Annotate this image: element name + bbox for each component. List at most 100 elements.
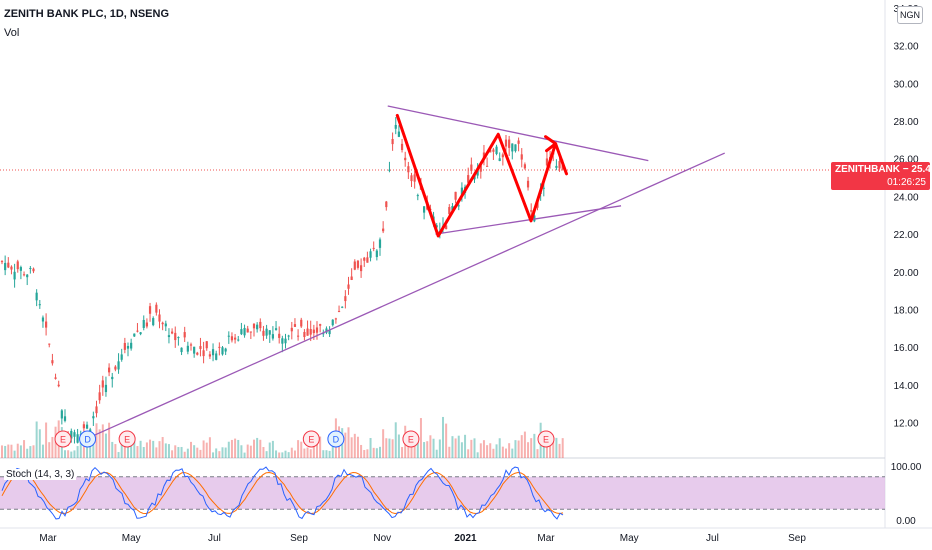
candle-body	[189, 344, 193, 346]
stoch-label[interactable]: Stoch (14, 3, 3)	[4, 469, 77, 480]
volume-bar	[186, 448, 189, 458]
candle-body	[482, 152, 486, 159]
candle-body	[130, 342, 133, 349]
trend-line	[80, 152, 725, 442]
volume-bar	[391, 439, 394, 458]
volume-bar	[64, 450, 66, 458]
candle-body	[511, 143, 514, 152]
candle-body	[328, 330, 331, 335]
volume-bar	[479, 443, 482, 458]
trend-lines	[80, 105, 725, 442]
volume-bar	[375, 448, 378, 458]
candle-body	[312, 329, 315, 334]
candle-body	[123, 342, 126, 350]
candle-body	[397, 131, 400, 137]
candle-body	[501, 154, 504, 158]
candle-body	[319, 324, 322, 326]
volume-bar	[545, 437, 548, 458]
candle-body	[10, 266, 13, 270]
candle-body	[243, 327, 246, 336]
event-marker-label: E	[124, 435, 130, 445]
candle-body	[278, 333, 281, 338]
candle-body	[82, 424, 85, 429]
candle-body	[85, 424, 89, 429]
candle-body	[388, 169, 391, 171]
candle-body	[98, 392, 101, 401]
volume-bar	[208, 437, 211, 458]
volume-bar	[309, 449, 312, 458]
volume-bar	[442, 416, 444, 458]
candle-body	[35, 292, 38, 301]
volume-bar	[48, 442, 51, 458]
volume-bar	[353, 433, 356, 458]
price-tick-label: 18.00	[893, 305, 918, 316]
candle-body	[508, 139, 511, 148]
volume-bar	[369, 438, 372, 458]
candle-body	[126, 345, 130, 349]
volume-bar	[73, 450, 76, 458]
candle-body	[530, 210, 533, 212]
candle-body	[38, 304, 41, 306]
time-tick-label: May	[620, 533, 639, 544]
volume-bar	[259, 439, 262, 458]
candle-body	[514, 144, 517, 152]
candle-body	[470, 164, 473, 171]
volume-label: Vol	[4, 27, 20, 39]
volume-bar	[514, 440, 517, 458]
volume-bar	[300, 441, 303, 458]
volume-bar	[127, 443, 129, 458]
volume-bar	[523, 431, 526, 458]
volume-bar	[297, 440, 300, 458]
volume-bar	[457, 435, 460, 458]
price-tick-label: 16.00	[893, 343, 918, 354]
candle-body	[193, 346, 196, 354]
event-marker-label: E	[308, 435, 314, 445]
volume-bar	[517, 440, 520, 458]
volume-bar	[432, 438, 435, 458]
volume-bar	[271, 440, 274, 458]
volume-bar	[202, 440, 205, 458]
volume-bar	[95, 423, 98, 458]
volume-bar	[473, 438, 476, 458]
price-tick-label: 20.00	[893, 268, 918, 279]
candle-body	[356, 260, 360, 268]
volume-bar	[492, 448, 495, 458]
stochastic-pane: 0.00 100.00	[0, 462, 922, 527]
volume-bar	[155, 447, 158, 458]
volume-bar	[464, 434, 467, 458]
candle-body	[41, 317, 45, 322]
volume-bar	[325, 450, 328, 458]
time-tick-label: Sep	[290, 533, 308, 544]
volume-bar	[275, 450, 278, 458]
volume-bar	[552, 440, 555, 458]
volume-bar	[249, 445, 252, 458]
candle-body	[70, 430, 73, 439]
volume-bar	[139, 440, 142, 458]
candle-body	[460, 187, 463, 195]
volume-bar	[287, 452, 290, 458]
stoch-tick-label: 100.00	[891, 462, 922, 473]
volume-bar	[10, 444, 13, 458]
annotation-zigzag	[395, 113, 568, 238]
volume-bar	[237, 439, 240, 458]
volume-bar	[76, 446, 79, 458]
volume-bar	[16, 443, 19, 458]
candle-body	[0, 261, 4, 263]
chart-title: ZENITH BANK PLC, 1D, NSENG	[4, 8, 170, 20]
volume-bar	[164, 443, 167, 458]
candle-body	[155, 304, 158, 313]
candle-body	[205, 341, 208, 349]
candle-body	[240, 329, 243, 335]
volume-bar	[293, 450, 296, 458]
volume-bar	[401, 447, 404, 458]
volume-bar	[51, 436, 54, 458]
volume-bar	[331, 438, 334, 458]
volume-bar	[262, 447, 265, 458]
volume-bar	[511, 448, 514, 458]
candle-body	[13, 271, 16, 280]
candle-body	[54, 377, 57, 379]
currency-badge[interactable]: NGN	[897, 6, 923, 24]
candle-body	[171, 331, 174, 334]
